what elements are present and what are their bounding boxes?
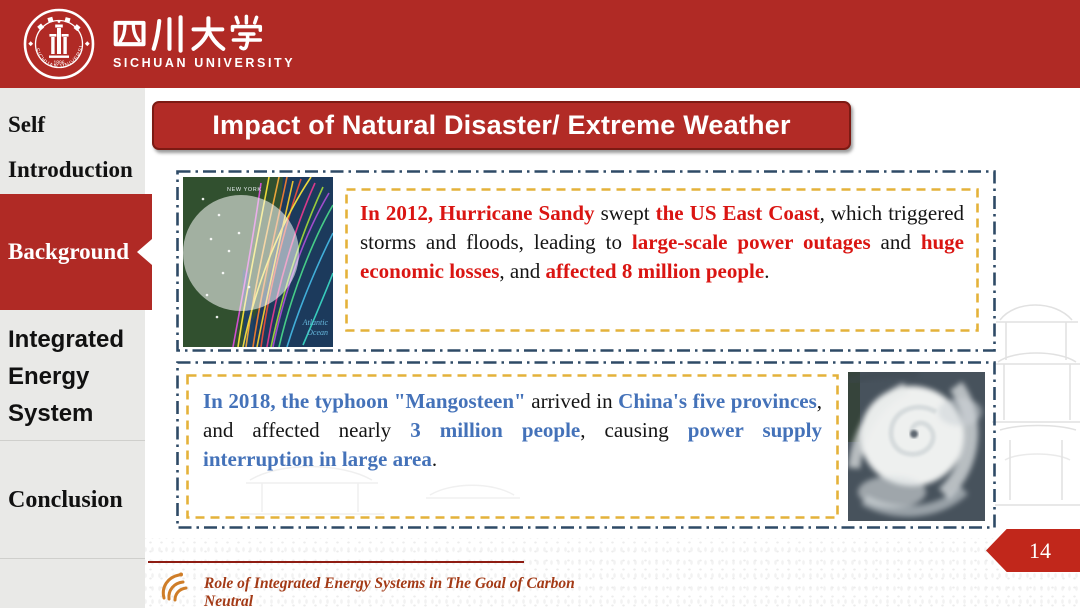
svg-text:NEW YORK: NEW YORK <box>227 187 262 193</box>
sidebar-item-self-introduction[interactable]: Self Introduction <box>8 112 133 182</box>
footer-logo-icon <box>161 572 188 602</box>
sidebar-item-background[interactable]: Background <box>0 194 152 310</box>
svg-text:1896: 1896 <box>53 61 64 67</box>
svg-text:Ocean: Ocean <box>307 328 328 337</box>
sidebar-divider <box>0 440 145 441</box>
sidebar-nav: Self Introduction Background Integrated … <box>0 88 152 608</box>
sidebar-item-integrated-energy-system[interactable]: Integrated Energy System <box>8 326 125 427</box>
page-number: 14 <box>1029 537 1051 563</box>
background-texture <box>145 538 1080 608</box>
university-name-cn: 四川大学 <box>0 0 1 1</box>
footer-divider-line <box>148 561 524 563</box>
box2-dashed-border <box>176 361 996 529</box>
hurricane-sandy-paragraph: In 2012, Hurricane Sandy swept the US Ea… <box>360 201 965 283</box>
box1-dashed-border <box>176 170 996 352</box>
university-name-en: SICHUAN UNIVERSITY <box>113 56 296 70</box>
page-title: Impact of Natural Disaster/ Extreme Weat… <box>212 110 791 140</box>
slide-title-bar: Impact of Natural Disaster/ Extreme Weat… <box>152 101 851 150</box>
typhoon-mangosteen-paragraph: In 2018, the typhoon "Mangosteen" arrive… <box>203 389 823 471</box>
university-wordmark-cn <box>113 14 263 53</box>
page-number-banner: 14 <box>986 529 1080 572</box>
hurricane-sandy-text-box: In 2012, Hurricane Sandy swept the US Ea… <box>345 188 979 332</box>
typhoon-satellite-image <box>848 372 985 521</box>
svg-text:Atlantic: Atlantic <box>302 318 329 327</box>
sidebar-item-conclusion[interactable]: Conclusion <box>8 487 123 513</box>
header-banner: 1896 SICHUAN UNIVERSITY <box>0 0 1080 88</box>
hurricane-tracks-map-image: NEW YORK Atlantic Ocean <box>183 177 333 347</box>
sidebar-divider <box>0 558 145 559</box>
university-seal: 1896 SICHUAN UNIVERSITY <box>22 7 95 80</box>
footer-caption: Role of Integrated Energy Systems in The… <box>204 575 575 608</box>
typhoon-mangosteen-text-box: In 2018, the typhoon "Mangosteen" arrive… <box>186 374 839 519</box>
